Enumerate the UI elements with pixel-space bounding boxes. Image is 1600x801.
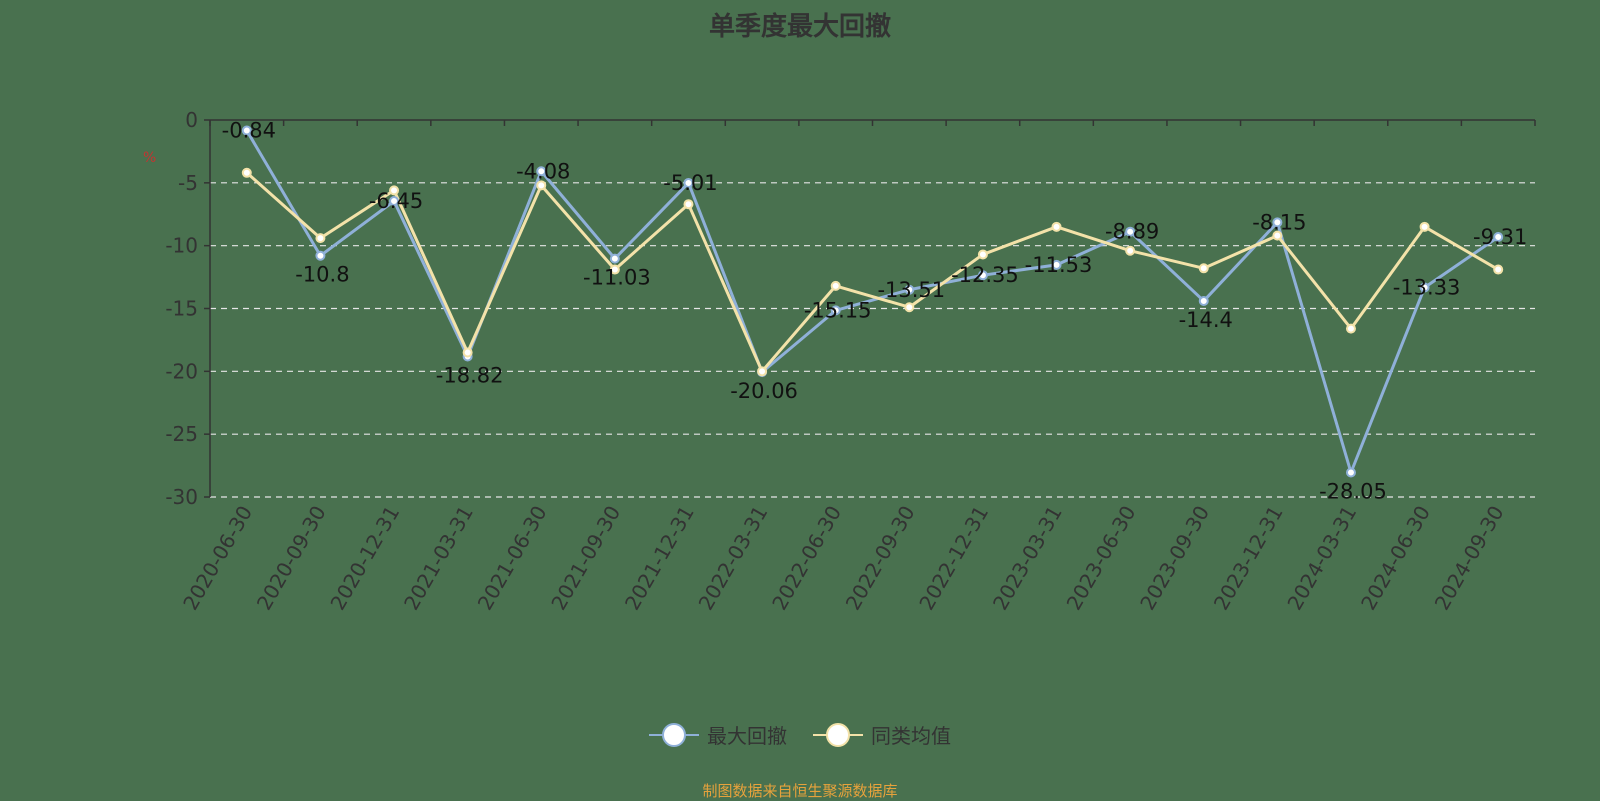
data-point bbox=[389, 196, 400, 207]
x-tick-label: 2023-12-31 bbox=[1209, 502, 1288, 615]
data-label: -5.01 bbox=[663, 171, 717, 195]
x-tick-label: 2023-03-31 bbox=[988, 502, 1067, 615]
data-label: -6.45 bbox=[369, 189, 423, 213]
data-point bbox=[977, 270, 988, 281]
y-tick-label: 0 bbox=[185, 108, 198, 132]
legend-label: 同类均值 bbox=[871, 724, 951, 748]
y-tick-label: -25 bbox=[165, 422, 198, 446]
data-point bbox=[683, 199, 694, 210]
data-point bbox=[1272, 217, 1283, 228]
legend-marker-icon bbox=[813, 722, 863, 748]
x-tick-label: 2022-03-31 bbox=[694, 502, 773, 615]
data-point bbox=[1345, 323, 1356, 334]
data-label: -28.05 bbox=[1319, 479, 1387, 503]
x-tick-label: 2020-09-30 bbox=[252, 502, 331, 615]
x-tick-label: 2022-09-30 bbox=[841, 502, 920, 615]
data-point bbox=[757, 366, 768, 377]
x-tick-label: 2023-09-30 bbox=[1135, 502, 1214, 615]
data-point bbox=[609, 264, 620, 275]
legend-label: 最大回撤 bbox=[707, 724, 787, 748]
data-point bbox=[462, 347, 473, 358]
data-label: -12.35 bbox=[951, 263, 1019, 287]
data-point bbox=[1493, 231, 1504, 242]
chart-title: 单季度最大回撤 bbox=[708, 12, 891, 42]
data-point bbox=[609, 253, 620, 264]
data-point bbox=[1493, 264, 1504, 275]
x-tick-label: 2020-06-30 bbox=[178, 502, 257, 615]
data-label: -11.03 bbox=[583, 266, 651, 290]
data-label: -14.4 bbox=[1179, 308, 1233, 332]
x-tick-label: 2021-09-30 bbox=[546, 502, 625, 615]
data-point bbox=[536, 180, 547, 191]
data-point bbox=[904, 284, 915, 295]
data-label: -9.31 bbox=[1473, 225, 1527, 249]
data-label: -18.82 bbox=[436, 364, 504, 388]
source-note: 制图数据来自恒生聚源数据库 bbox=[702, 782, 898, 800]
data-point bbox=[830, 280, 841, 291]
data-label: -15.15 bbox=[804, 298, 872, 322]
data-point bbox=[683, 177, 694, 188]
x-tick-label: 2021-06-30 bbox=[473, 502, 552, 615]
data-point bbox=[1345, 467, 1356, 478]
data-point bbox=[1272, 230, 1283, 241]
data-label: -4.08 bbox=[516, 159, 570, 183]
data-point bbox=[1419, 282, 1430, 293]
y-tick-label: -30 bbox=[165, 485, 198, 509]
data-point bbox=[1051, 259, 1062, 270]
data-point bbox=[241, 125, 252, 136]
data-label: -8.89 bbox=[1105, 220, 1159, 244]
x-tick-label: 2024-03-31 bbox=[1282, 502, 1361, 615]
series-line bbox=[245, 129, 1500, 474]
data-point bbox=[536, 166, 547, 177]
legend[interactable]: 最大回撤 同类均值 bbox=[0, 720, 1600, 749]
data-label: -13.33 bbox=[1393, 276, 1461, 300]
data-point bbox=[1051, 221, 1062, 232]
data-label: -13.51 bbox=[877, 278, 945, 302]
data-point bbox=[1125, 226, 1136, 237]
data-point bbox=[315, 250, 326, 261]
x-tick-label: 2021-12-31 bbox=[620, 502, 699, 615]
data-point bbox=[1125, 245, 1136, 256]
x-tick-label: 2024-09-30 bbox=[1430, 502, 1509, 615]
data-point bbox=[1419, 221, 1430, 232]
x-tick-label: 2024-06-30 bbox=[1356, 502, 1435, 615]
data-label: -0.84 bbox=[222, 119, 276, 143]
data-label: -10.8 bbox=[295, 263, 349, 287]
y-axis-unit-label: % bbox=[143, 150, 157, 166]
x-tick-label: 2021-03-31 bbox=[399, 502, 478, 615]
x-tick-label: 2023-06-30 bbox=[1062, 502, 1141, 615]
x-tick-label: 2020-12-31 bbox=[325, 502, 404, 615]
data-label: -20.06 bbox=[730, 379, 798, 403]
legend-item-max-drawdown[interactable]: 最大回撤 bbox=[649, 720, 787, 749]
data-label: -11.53 bbox=[1025, 253, 1093, 277]
x-tick-label: 2022-12-31 bbox=[914, 502, 993, 615]
x-tick-label: 2022-06-30 bbox=[767, 502, 846, 615]
data-point bbox=[904, 302, 915, 313]
data-label: -8.15 bbox=[1252, 210, 1306, 234]
data-point bbox=[389, 185, 400, 196]
series-line bbox=[245, 171, 1499, 373]
data-point bbox=[830, 305, 841, 316]
y-tick-label: -20 bbox=[165, 359, 198, 383]
data-point bbox=[977, 249, 988, 260]
data-point bbox=[1198, 263, 1209, 274]
y-tick-label: -15 bbox=[165, 297, 198, 321]
legend-marker-icon bbox=[649, 722, 699, 748]
data-point bbox=[1198, 295, 1209, 306]
legend-item-peer-average[interactable]: 同类均值 bbox=[813, 720, 951, 749]
data-point bbox=[241, 167, 252, 178]
data-point bbox=[315, 233, 326, 244]
y-tick-label: -10 bbox=[165, 234, 198, 258]
y-tick-label: -5 bbox=[178, 171, 198, 195]
